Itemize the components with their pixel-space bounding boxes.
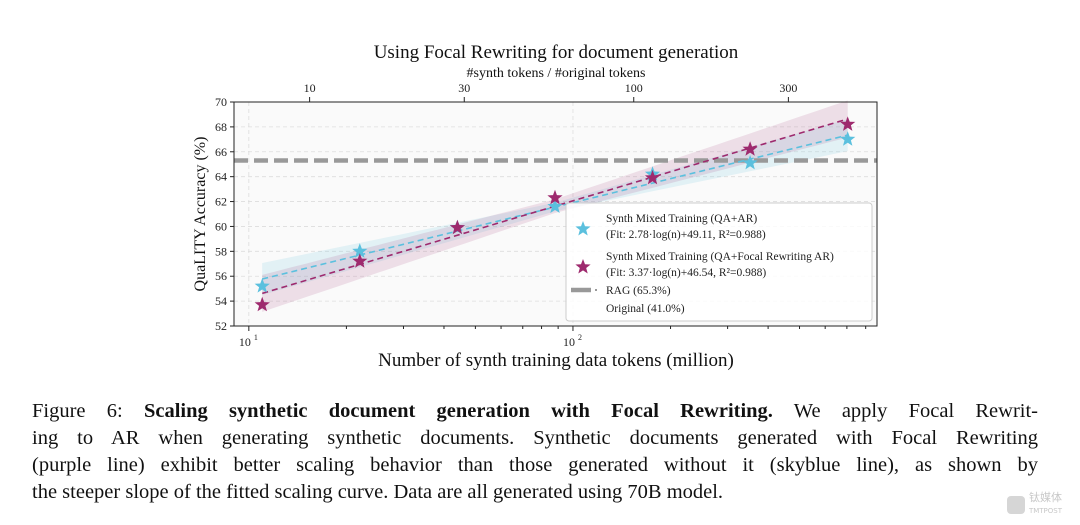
watermark-en: TMTPOST (1028, 507, 1062, 515)
data-point-series-2 (254, 296, 270, 312)
caption-line-4: the steeper slope of the fitted scaling … (32, 481, 724, 503)
data-point-series-2 (644, 169, 661, 185)
y-tick-label: 58 (215, 244, 227, 258)
y-axis-label: QuaLITY Accuracy (%) (192, 137, 209, 292)
y-tick-label: 52 (215, 319, 227, 333)
caption-line-1: Figure 6: Scaling synthetic document gen… (32, 398, 1038, 425)
legend-fit-series-1: (Fit: 2.78·log(n)+49.11, R²=0.988) (606, 229, 766, 241)
x-tick-label: 10 (239, 335, 251, 349)
y-tick-label: 64 (215, 170, 227, 184)
legend-marker-series-2 (575, 259, 591, 274)
y-tick-label: 66 (215, 145, 227, 159)
y-tick-label: 54 (215, 294, 227, 308)
caption-line-2: ing to AR when generating synthetic docu… (32, 427, 1038, 449)
legend-label-rag: RAG (65.3%) (606, 285, 671, 297)
y-tick-label: 68 (215, 120, 227, 134)
y-tick-label: 60 (215, 219, 227, 233)
chart-title: Using Focal Rewriting for document gener… (374, 42, 739, 63)
y-tick-label: 62 (215, 195, 227, 209)
data-point-series-1 (840, 131, 856, 146)
x2-tick-label: 300 (779, 81, 797, 95)
axes-frame (233, 101, 878, 327)
legend-label-series-1: Synth Mixed Training (QA+AR) (606, 213, 757, 225)
data-point-series-2 (547, 189, 563, 205)
y-tick-label: 70 (215, 95, 227, 109)
caption-line-3: (purple line) exhibit better scaling beh… (32, 454, 1038, 476)
x2-tick-label: 10 (304, 81, 316, 95)
figure-caption: Figure 6: Scaling synthetic document gen… (32, 398, 1038, 506)
legend-marker-series-1 (575, 221, 591, 236)
x2-tick-label: 100 (625, 81, 643, 95)
caption-label: Figure 6: (32, 400, 123, 422)
x-axis-label: Number of synth training data tokens (mi… (378, 350, 734, 371)
watermark-icon (1006, 495, 1025, 514)
x2-axis-label: #synth tokens / #original tokens (467, 66, 646, 81)
data-point-series-1 (254, 278, 270, 293)
x-tick-label: 10 (563, 335, 575, 349)
data-point-series-2 (840, 116, 856, 131)
caption-bold-title: Scaling synthetic document generation wi… (143, 400, 773, 422)
data-point-series-2 (449, 219, 465, 235)
x-tick-exponent: 2 (578, 333, 582, 342)
data-point-series-1 (547, 198, 563, 213)
x-tick-exponent: 1 (254, 333, 258, 342)
legend-label-series-2: Synth Mixed Training (QA+Focal Rewriting… (606, 251, 834, 263)
data-point-series-1 (352, 243, 368, 258)
data-point-series-2 (352, 253, 368, 268)
data-point-series-1 (742, 155, 758, 170)
data-point-series-2 (742, 141, 758, 156)
watermark-cn: 钛媒体 (1028, 491, 1062, 504)
legend-label-original: Original (41.0%) (606, 303, 685, 315)
watermark-logo: 钛媒体 TMTPOST (1006, 491, 1062, 517)
y-tick-label: 56 (215, 269, 227, 283)
legend-fit-series-2: (Fit: 3.37·log(n)+46.54, R²=0.988) (606, 267, 766, 279)
x2-tick-label: 30 (458, 81, 470, 95)
legend-box (565, 202, 873, 322)
caption-text: We apply Focal Rewrit- (793, 400, 1038, 422)
